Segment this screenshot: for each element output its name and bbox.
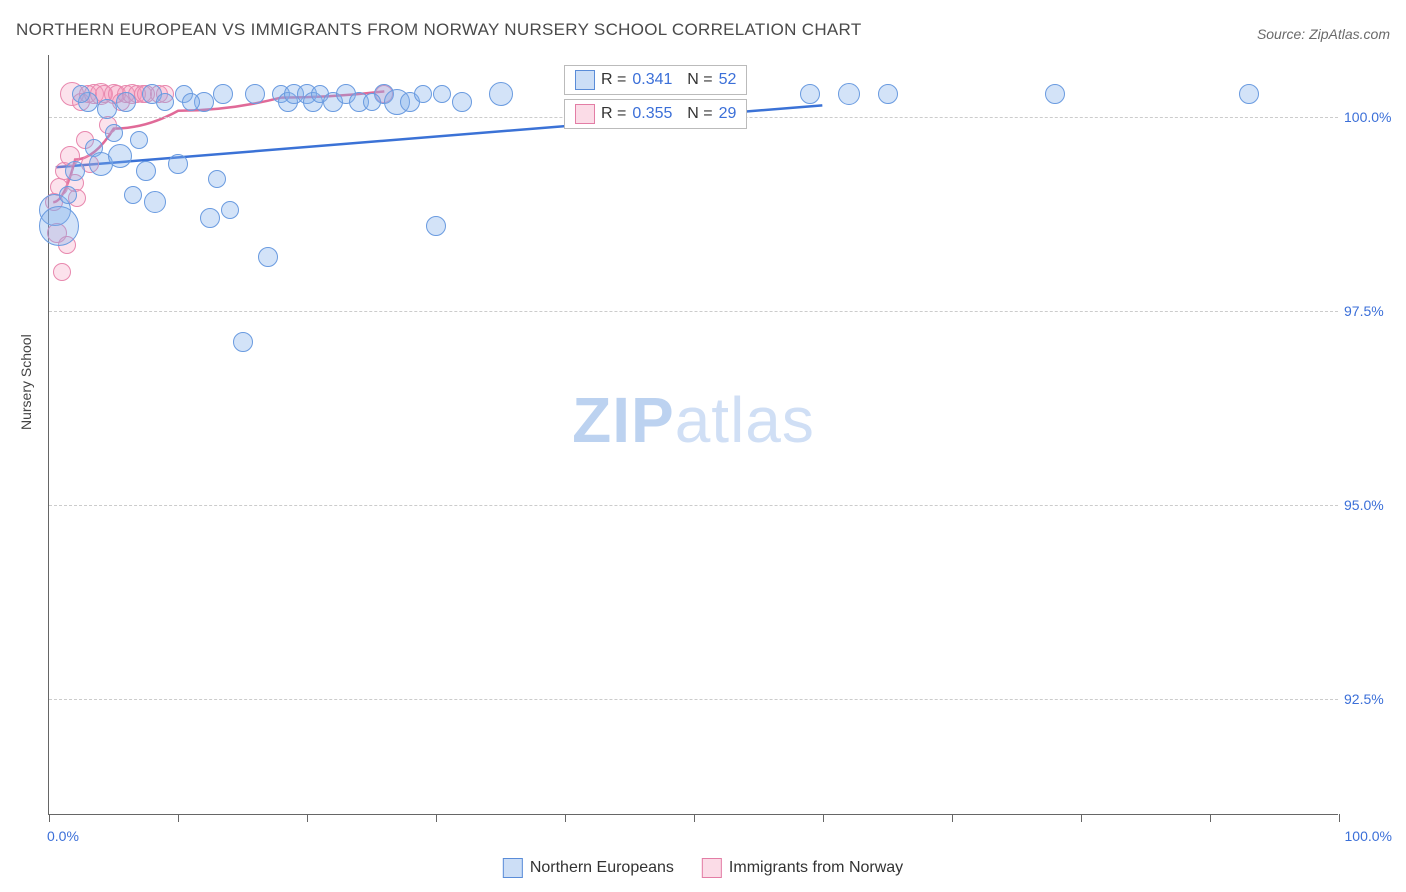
data-point [1239, 84, 1259, 104]
data-point [72, 85, 90, 103]
data-point [53, 263, 71, 281]
data-point [433, 85, 451, 103]
data-point [200, 208, 220, 228]
legend-swatch-pink [702, 858, 722, 878]
ytick-label: 97.5% [1344, 303, 1396, 319]
y-axis-label: Nursery School [18, 334, 34, 430]
xtick [952, 814, 953, 822]
data-point [168, 154, 188, 174]
legend-item-blue: Northern Europeans [503, 858, 674, 878]
data-point [213, 84, 233, 104]
grid-line [49, 699, 1338, 700]
data-point [878, 84, 898, 104]
ytick-label: 95.0% [1344, 497, 1396, 513]
data-point [838, 83, 860, 105]
n-value: 29 [719, 105, 737, 123]
legend-label-pink: Immigrants from Norway [729, 859, 903, 877]
data-point [258, 247, 278, 267]
xtick [565, 814, 566, 822]
xtick [49, 814, 50, 822]
ytick-label: 92.5% [1344, 691, 1396, 707]
source-attribution: Source: ZipAtlas.com [1257, 26, 1390, 42]
legend-swatch-pink [575, 104, 595, 124]
trend-lines-svg [49, 55, 1338, 814]
legend-item-pink: Immigrants from Norway [702, 858, 903, 878]
data-point [208, 170, 226, 188]
data-point [130, 131, 148, 149]
stat-legend-blue: R = 0.341 N = 52 [564, 65, 747, 95]
data-point [452, 92, 472, 112]
source-name: ZipAtlas.com [1309, 26, 1390, 42]
data-point [124, 186, 142, 204]
data-point [97, 99, 117, 119]
legend-swatch-blue [575, 70, 595, 90]
n-value: 52 [719, 71, 737, 89]
xtick [694, 814, 695, 822]
data-point [221, 201, 239, 219]
legend-label-blue: Northern Europeans [530, 859, 674, 877]
data-point [182, 93, 200, 111]
source-prefix: Source: [1257, 26, 1309, 42]
data-point [156, 93, 174, 111]
xtick [178, 814, 179, 822]
data-point [363, 93, 381, 111]
data-point [65, 161, 85, 181]
xtick [307, 814, 308, 822]
r-value: 0.355 [632, 105, 672, 123]
xtick [436, 814, 437, 822]
data-point [489, 82, 513, 106]
data-point [136, 161, 156, 181]
xtick [1339, 814, 1340, 822]
data-point [105, 124, 123, 142]
data-point [108, 144, 132, 168]
n-label: N = [678, 105, 712, 123]
data-point [233, 332, 253, 352]
data-point [245, 84, 265, 104]
n-label: N = [678, 71, 712, 89]
xtick [1081, 814, 1082, 822]
grid-line [49, 505, 1338, 506]
r-label: R = [601, 105, 626, 123]
data-point [1045, 84, 1065, 104]
r-label: R = [601, 71, 626, 89]
data-point [59, 186, 77, 204]
ytick-label: 100.0% [1344, 109, 1396, 125]
stat-legend-pink: R = 0.355 N = 29 [564, 99, 747, 129]
data-point [144, 191, 166, 213]
chart-title: NORTHERN EUROPEAN VS IMMIGRANTS FROM NOR… [16, 20, 862, 40]
r-value: 0.341 [632, 71, 672, 89]
xtick [823, 814, 824, 822]
data-point [116, 92, 136, 112]
data-point [39, 206, 79, 246]
xtick-label-right: 100.0% [1345, 828, 1392, 844]
data-point [800, 84, 820, 104]
grid-line [49, 311, 1338, 312]
plot-area: ZIPatlas 92.5%95.0%97.5%100.0%0.0%100.0%… [48, 55, 1338, 815]
bottom-legend: Northern Europeans Immigrants from Norwa… [503, 858, 903, 878]
data-point [414, 85, 432, 103]
legend-swatch-blue [503, 858, 523, 878]
xtick-label-left: 0.0% [47, 828, 79, 844]
data-point [426, 216, 446, 236]
xtick [1210, 814, 1211, 822]
